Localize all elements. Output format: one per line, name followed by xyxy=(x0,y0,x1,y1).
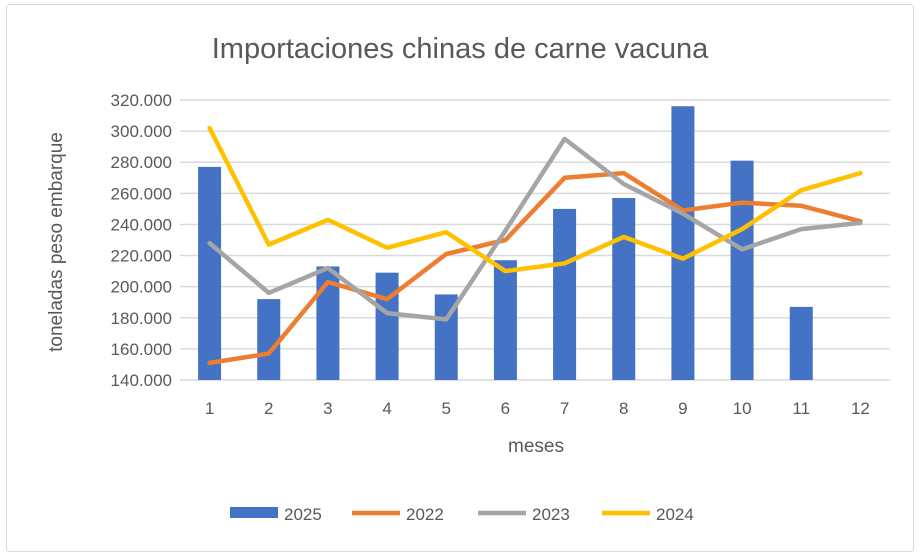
x-tick-label: 10 xyxy=(733,399,752,418)
bar-2025-2 xyxy=(257,299,281,380)
x-tick-label: 6 xyxy=(501,399,510,418)
legend-item-2025: 2025 xyxy=(230,505,322,524)
chart-title: Importaciones chinas de carne vacuna xyxy=(212,33,709,65)
x-tick-label: 12 xyxy=(851,399,870,418)
y-axis-label: toneladas peso embarque xyxy=(46,132,67,352)
y-tick-label: 220.000 xyxy=(111,247,172,266)
x-tick-label: 11 xyxy=(792,399,810,418)
line-series-2023 xyxy=(207,136,863,322)
legend-item-2022: 2022 xyxy=(352,505,444,524)
x-tick-label: 4 xyxy=(382,399,391,418)
y-tick-label: 160.000 xyxy=(111,340,172,359)
y-tick-label: 300.000 xyxy=(111,122,172,141)
bar-2025-5 xyxy=(434,294,458,380)
legend-item-2024: 2024 xyxy=(602,505,694,524)
y-tick-label: 240.000 xyxy=(111,215,172,234)
x-tick-label: 7 xyxy=(560,399,569,418)
bar-2025-7 xyxy=(553,208,577,380)
bar-2025-1 xyxy=(198,166,222,380)
chart-frame xyxy=(6,4,914,552)
line-series-2022 xyxy=(207,170,863,366)
x-tick-label: 8 xyxy=(619,399,628,418)
legend-label: 2023 xyxy=(532,505,570,524)
bar-2025-6 xyxy=(493,260,517,380)
y-tick-label: 260.000 xyxy=(111,184,172,203)
legend-label: 2024 xyxy=(656,505,694,524)
x-axis-label: meses xyxy=(508,436,564,457)
line-series-2024 xyxy=(207,125,863,274)
y-tick-label: 320.000 xyxy=(111,91,172,110)
bar-2025-11 xyxy=(789,306,813,380)
y-tick-label: 180.000 xyxy=(111,309,172,328)
x-tick-label: 3 xyxy=(323,399,332,418)
bar-2025-10 xyxy=(730,160,754,380)
legend-label: 2025 xyxy=(284,505,322,524)
y-tick-label: 280.000 xyxy=(111,153,172,172)
x-tick-label: 1 xyxy=(205,399,214,418)
y-tick-label: 140.000 xyxy=(111,371,172,390)
bar-2025-9 xyxy=(671,106,695,380)
bar-2025-4 xyxy=(375,272,399,380)
bar-2025-8 xyxy=(612,198,636,380)
x-tick-label: 2 xyxy=(264,399,273,418)
legend-label: 2022 xyxy=(406,505,444,524)
legend-item-2023: 2023 xyxy=(478,505,570,524)
bar-2025-3 xyxy=(316,266,340,380)
x-tick-label: 9 xyxy=(678,399,687,418)
legend-swatch xyxy=(230,507,278,518)
y-tick-label: 200.000 xyxy=(111,278,172,297)
x-tick-label: 5 xyxy=(442,399,451,418)
